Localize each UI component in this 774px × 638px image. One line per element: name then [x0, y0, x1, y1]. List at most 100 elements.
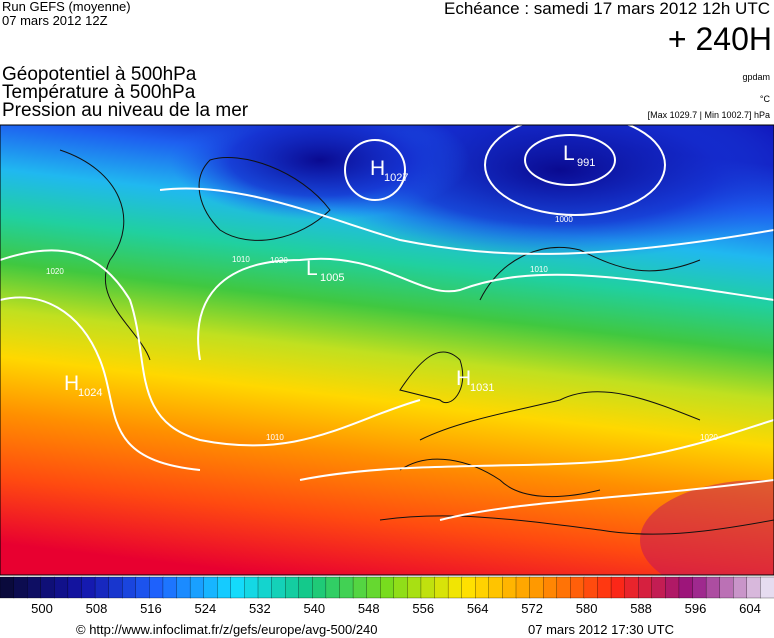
colorbar-label: 556 [412, 601, 434, 616]
colorbar-swatch [230, 576, 246, 599]
colorbar-swatch [135, 576, 151, 599]
colorbar-label: 604 [739, 601, 761, 616]
colorbar-swatch [162, 576, 178, 599]
colorbar-swatch [488, 576, 504, 599]
colorbar-label: 516 [140, 601, 162, 616]
colorbar-swatch [651, 576, 667, 599]
colorbar-swatch [461, 576, 476, 599]
colorbar-swatch [108, 576, 123, 599]
colorbar-swatch [352, 576, 368, 599]
colorbar-swatch [692, 576, 707, 599]
run-label: Run GEFS (moyenne) [2, 0, 131, 14]
colorbar-swatch [760, 576, 774, 599]
colorbar-swatch [40, 576, 55, 599]
lead-time: + 240H [668, 21, 772, 57]
colorbar-swatch [203, 576, 218, 599]
colorbar-swatch [244, 576, 259, 599]
center-letter: L [306, 257, 318, 280]
field-name: Température à 500hPa [2, 82, 196, 103]
colorbar-swatch [624, 576, 639, 599]
colorbar-swatch [610, 576, 626, 599]
isobar-label: 1020 [46, 267, 64, 276]
footer-source: © http://www.infoclimat.fr/z/gefs/europe… [76, 622, 378, 637]
colorbar-swatch [434, 576, 449, 599]
center-value: 991 [577, 157, 595, 169]
center-letter: H [456, 367, 471, 390]
colorbar-swatch [54, 576, 69, 599]
colorbar-swatch [27, 576, 42, 599]
colorbar-label: 500 [31, 601, 53, 616]
colorbar-swatch [217, 576, 232, 599]
colorbar-swatch [380, 576, 395, 599]
colorbar-swatch [705, 576, 721, 599]
colorbar-label: 508 [86, 601, 108, 616]
colorbar-label: 580 [576, 601, 598, 616]
center-value: 1027 [384, 172, 408, 184]
run-date: 07 mars 2012 12Z [2, 13, 108, 28]
isobar-label: 1000 [555, 215, 573, 224]
colorbar-swatch [81, 576, 96, 599]
center-letter: H [370, 157, 385, 180]
colorbar-swatch [529, 576, 544, 599]
colorbar-swatch [67, 576, 83, 599]
unit-label: [Max 1029.7 | Min 1002.7] hPa [648, 110, 770, 120]
center-value: 1031 [470, 382, 494, 394]
colorbar-label: 524 [195, 601, 217, 616]
center-letter: H [64, 372, 79, 395]
colorbar-swatch [189, 576, 205, 599]
colorbar-swatch [502, 576, 517, 599]
colorbar-swatch [94, 576, 110, 599]
colorbar-swatch [719, 576, 734, 599]
valid-time: Echéance : samedi 17 mars 2012 12h UTC [444, 0, 770, 18]
field-name: Géopotentiel à 500hPa [2, 64, 197, 85]
colorbar-swatch [733, 576, 748, 599]
colorbar-label: 588 [630, 601, 652, 616]
colorbar-swatch [407, 576, 422, 599]
colorbar-swatch [570, 576, 585, 599]
isobar-label: 1010 [266, 433, 284, 442]
colorbar-swatch [366, 576, 381, 599]
colorbar-label: 548 [358, 601, 380, 616]
isobar-label: 1020 [270, 256, 288, 265]
colorbar-swatch [746, 576, 762, 599]
colorbar-swatch [176, 576, 191, 599]
colorbar-swatch [543, 576, 558, 599]
footer-generated: 07 mars 2012 17:30 UTC [528, 622, 674, 637]
colorbar-swatch [475, 576, 490, 599]
colorbar-swatch [257, 576, 273, 599]
colorbar-swatch [556, 576, 571, 599]
colorbar-swatch [678, 576, 694, 599]
colorbar-swatch [393, 576, 409, 599]
unit-label: gpdam [742, 72, 770, 82]
field-name: Pression au niveau de la mer [2, 100, 249, 121]
colorbar-swatch [325, 576, 341, 599]
map [0, 125, 774, 575]
colorbar-swatch [13, 576, 28, 599]
colorbar-swatch [149, 576, 164, 599]
colorbar-label: 564 [467, 601, 489, 616]
colorbar-swatch [298, 576, 313, 599]
colorbar-label: 540 [303, 601, 325, 616]
colorbar-swatch [447, 576, 463, 599]
colorbar-swatch [122, 576, 137, 599]
colorbar-label: 596 [685, 601, 707, 616]
isobar-label: 1020 [700, 433, 718, 442]
colorbar-swatch [420, 576, 436, 599]
center-letter: L [563, 142, 575, 165]
colorbar-swatch [665, 576, 680, 599]
colorbar-swatch [271, 576, 286, 599]
colorbar-swatch [339, 576, 354, 599]
colorbar-label: 532 [249, 601, 271, 616]
isobar-label: 1010 [530, 265, 548, 274]
colorbar-label: 572 [521, 601, 543, 616]
center-value: 1005 [320, 272, 344, 284]
colorbar-swatch [285, 576, 300, 599]
colorbar-swatch [638, 576, 653, 599]
colorbar-swatch [515, 576, 531, 599]
center-value: 1024 [78, 387, 102, 399]
colorbar-swatch [0, 576, 15, 599]
colorbar-swatch [583, 576, 599, 599]
isobar-label: 1010 [232, 255, 250, 264]
